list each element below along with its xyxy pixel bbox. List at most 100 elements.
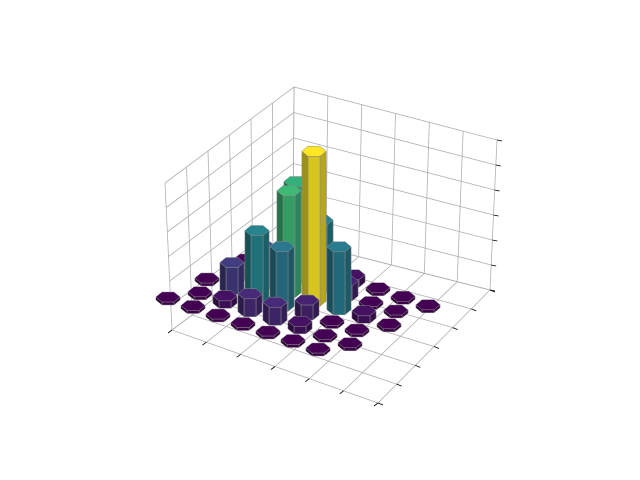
hex-bar-top bbox=[205, 308, 231, 320]
hex-bar-side bbox=[236, 327, 250, 331]
z-axis-tick bbox=[494, 189, 500, 192]
hex-bar-side bbox=[307, 156, 321, 307]
y-axis-tick bbox=[377, 402, 384, 406]
hex-bar-top bbox=[155, 291, 181, 303]
x-axis-tick bbox=[167, 329, 173, 334]
hex-bar-top bbox=[376, 318, 402, 330]
hex-bar bbox=[255, 325, 281, 340]
hex-bar-side bbox=[319, 151, 327, 307]
hex-bar-top bbox=[358, 296, 384, 307]
hex-bar bbox=[337, 337, 363, 352]
hex-bar-top bbox=[255, 325, 281, 337]
hex-bar bbox=[319, 315, 345, 329]
hex-bar-top bbox=[187, 286, 213, 298]
hex-bar-side bbox=[268, 307, 282, 326]
x-axis-tick bbox=[270, 366, 276, 370]
hex-bar-top bbox=[280, 334, 306, 345]
hex-bar bbox=[212, 290, 238, 309]
hex-bar bbox=[294, 294, 320, 321]
hex-bar bbox=[305, 342, 331, 357]
hex-bar bbox=[376, 318, 402, 333]
hex-bar bbox=[326, 241, 352, 316]
hex-bar-top bbox=[301, 145, 327, 157]
hex-bar-side bbox=[421, 309, 435, 314]
hex-bar-top bbox=[262, 296, 288, 308]
x-axis-tick bbox=[305, 378, 310, 382]
hex-bar bbox=[351, 305, 377, 324]
hex-bar-side bbox=[261, 335, 275, 340]
hex-bar-top bbox=[351, 305, 377, 317]
hex-bar-top bbox=[365, 282, 391, 294]
hex-bar-side bbox=[343, 347, 357, 352]
hex-bar-top bbox=[344, 323, 370, 335]
hex-bar-top bbox=[319, 315, 345, 326]
hex-bar bbox=[180, 300, 206, 314]
hex-bar bbox=[155, 291, 181, 306]
hex-bar-side bbox=[371, 292, 385, 297]
hex-bar bbox=[383, 304, 409, 319]
hex-bar-side bbox=[287, 246, 295, 312]
hex-bar bbox=[262, 296, 288, 326]
hex-bar-top bbox=[180, 300, 206, 311]
hex-bar-top bbox=[237, 288, 263, 300]
y-axis-tick bbox=[396, 383, 402, 387]
back-pane-grid-line bbox=[456, 131, 464, 282]
hex-bar-side bbox=[294, 190, 302, 299]
hex-bar-top bbox=[244, 225, 270, 236]
hex-bar bbox=[194, 272, 220, 287]
hex-bar-side bbox=[243, 298, 257, 318]
hex-bar-side bbox=[382, 328, 396, 333]
y-axis-tick bbox=[415, 364, 421, 368]
z-axis-tick bbox=[492, 239, 498, 242]
hex-bar-top bbox=[390, 290, 416, 302]
hex-bars bbox=[155, 145, 441, 357]
y-axis-tick bbox=[489, 289, 496, 293]
hex-bar-side bbox=[350, 333, 364, 338]
hex-bar bbox=[205, 308, 231, 323]
y-axis-tick bbox=[433, 346, 440, 349]
hex-bar bbox=[415, 299, 441, 314]
hex-bar-top bbox=[383, 304, 409, 316]
hex-bar bbox=[230, 317, 256, 331]
hex-bar-top bbox=[269, 241, 295, 252]
hex-bar bbox=[269, 241, 295, 312]
hex-bar bbox=[187, 286, 213, 301]
hex-bar bbox=[219, 257, 245, 295]
hex-bar-side bbox=[396, 301, 410, 305]
hex-bar-side bbox=[301, 151, 309, 307]
hex-bar-top bbox=[326, 241, 352, 253]
hex-bar-top bbox=[415, 299, 441, 311]
hex-bar bbox=[344, 323, 370, 338]
hex-bar-side bbox=[219, 262, 227, 295]
hex-bar-side bbox=[200, 282, 214, 287]
hex-bar bbox=[365, 282, 391, 297]
z-axis-tick bbox=[493, 214, 499, 217]
z-grid-line bbox=[165, 112, 496, 208]
x-axis-tick bbox=[236, 354, 241, 358]
hex-bar-side bbox=[211, 318, 225, 323]
hex-bar-top bbox=[230, 317, 256, 328]
hex-bar bbox=[312, 328, 338, 343]
hex-bar-side bbox=[326, 246, 334, 316]
hex-bar-top bbox=[287, 315, 313, 327]
hex-bar-side bbox=[186, 310, 200, 314]
x-axis-tick bbox=[373, 402, 379, 407]
floor-grid-line bbox=[343, 281, 458, 392]
hex-bar-top bbox=[219, 257, 245, 268]
hex-bar bbox=[244, 225, 270, 304]
hex-bar-top bbox=[312, 328, 338, 340]
y-axis-tick bbox=[471, 308, 477, 312]
hex-bar-side bbox=[218, 300, 232, 309]
back-pane-grid-line bbox=[423, 122, 430, 274]
hex-bar-side bbox=[161, 301, 175, 306]
hex-bar-top bbox=[337, 337, 363, 349]
hex-bar-top bbox=[305, 342, 331, 354]
hex-bar-side bbox=[262, 230, 270, 304]
hex-bar-top bbox=[194, 272, 220, 284]
hex-bar bbox=[390, 290, 416, 305]
hex-bar bbox=[280, 334, 306, 348]
hex-bar-side bbox=[293, 326, 307, 335]
axes-ticks bbox=[167, 139, 503, 407]
hex-bar bbox=[301, 145, 327, 307]
hex-bar-side bbox=[389, 314, 403, 319]
